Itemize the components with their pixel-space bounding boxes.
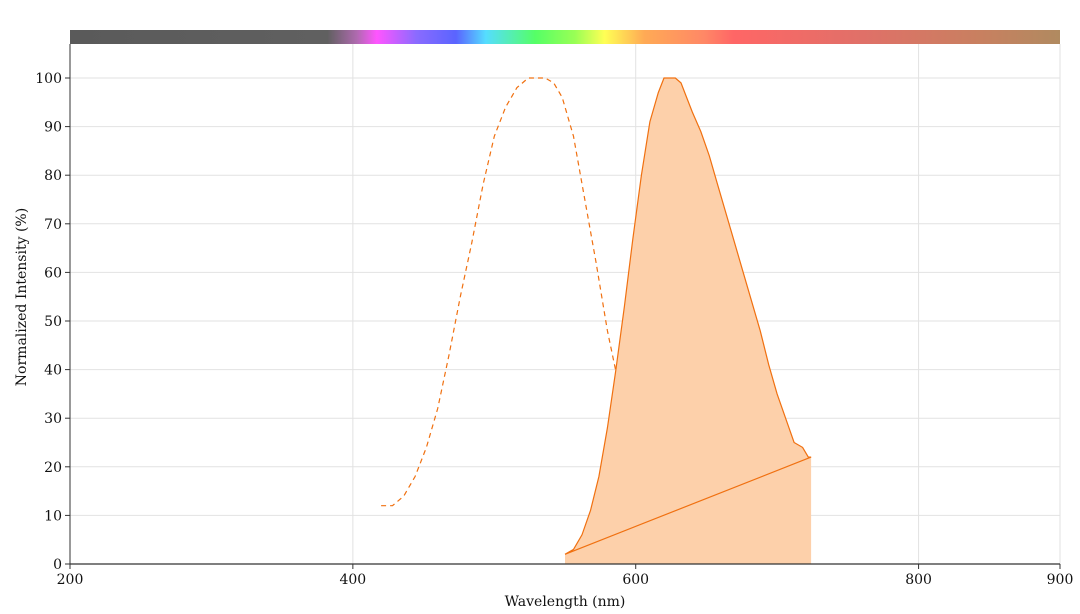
grid <box>69 44 1061 565</box>
series-layer <box>381 77 812 564</box>
y-tick-label: 40 <box>44 363 62 379</box>
x-tick-label: 900 <box>1047 572 1074 588</box>
emission-fill <box>565 78 812 564</box>
x-tick-label: 800 <box>905 572 932 588</box>
y-tick-label: 10 <box>44 508 62 524</box>
x-tick-label: 600 <box>622 572 649 588</box>
x-tick-label: 200 <box>57 572 84 588</box>
y-tick-label: 80 <box>44 168 62 184</box>
y-tick-label: 0 <box>53 557 62 573</box>
x-tick-label: 400 <box>339 572 366 588</box>
y-tick-label: 100 <box>35 71 62 87</box>
y-tick-label: 70 <box>44 217 62 233</box>
x-axis-title: Wavelength (nm) <box>505 594 626 610</box>
spectrum-bar <box>70 30 1060 44</box>
y-tick-label: 60 <box>44 265 62 281</box>
y-tick-label: 90 <box>44 120 62 136</box>
y-tick-label: 20 <box>44 460 62 476</box>
axes: 0 10 20 30 40 50 60 70 80 90 100 200 400 600 800 900 <box>35 44 1073 588</box>
y-tick-label: 30 <box>44 411 62 427</box>
y-tick-label: 50 <box>44 314 62 330</box>
emission-line <box>564 77 812 555</box>
y-axis-title: Normalized Intensity (%) <box>14 208 30 386</box>
